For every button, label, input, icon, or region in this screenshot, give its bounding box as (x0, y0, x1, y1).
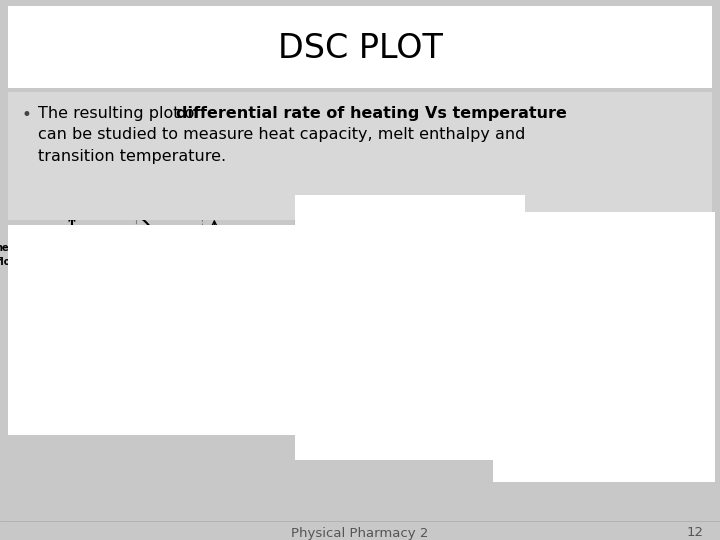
Text: DSC PLOT: DSC PLOT (278, 31, 442, 64)
Text: temperature: temperature (338, 418, 413, 428)
Text: temperature: temperature (83, 330, 140, 339)
Text: temperature: temperature (566, 397, 636, 407)
Text: $T_c$: $T_c$ (393, 371, 408, 386)
Text: flow: flow (0, 257, 20, 267)
Text: Exo: Exo (16, 206, 35, 216)
Bar (493, 212, 715, 482)
Text: Exo: Exo (476, 160, 495, 170)
Text: flow: flow (241, 284, 265, 294)
Bar (295, 195, 525, 460)
Text: $T_m$: $T_m$ (615, 350, 632, 365)
Bar (8, 92, 712, 220)
Text: heat: heat (456, 209, 482, 219)
Text: Endo: Endo (8, 291, 35, 301)
Text: heat: heat (240, 258, 265, 268)
Text: The resulting plot of: The resulting plot of (38, 106, 205, 121)
Text: glass: glass (99, 302, 123, 312)
Text: Endo: Endo (251, 377, 278, 387)
Text: 12: 12 (686, 526, 703, 539)
Text: transition temperature.: transition temperature. (38, 149, 226, 164)
Text: flow: flow (458, 231, 482, 240)
Bar (295, 225, 715, 390)
Text: can be studied to measure heat capacity, melt enthalpy and: can be studied to measure heat capacity,… (38, 127, 526, 142)
Text: Exo: Exo (258, 196, 278, 206)
Text: heat: heat (0, 243, 20, 253)
Text: differential rate of heating Vs temperature: differential rate of heating Vs temperat… (176, 106, 567, 121)
Bar (8, 6, 712, 88)
Text: Physical Pharmacy 2: Physical Pharmacy 2 (292, 526, 428, 539)
Bar (8, 225, 298, 435)
Text: Endo: Endo (468, 291, 495, 301)
Text: •: • (22, 106, 32, 124)
Text: temperature: temperature (128, 373, 202, 382)
Text: transition: transition (89, 316, 133, 325)
